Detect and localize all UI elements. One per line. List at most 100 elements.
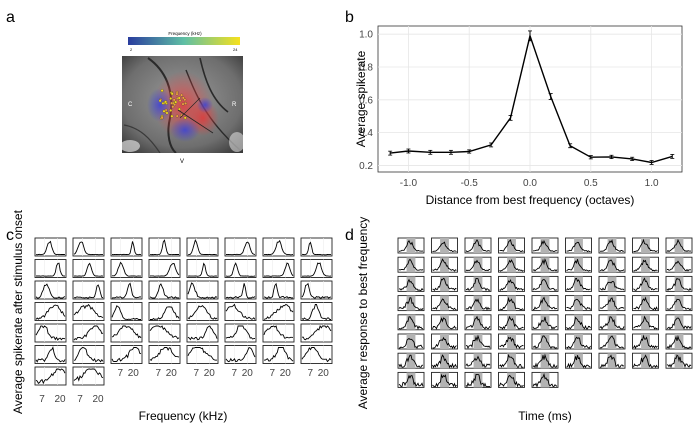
tuning-curve bbox=[187, 347, 218, 361]
response-panel bbox=[498, 275, 525, 292]
response-trace bbox=[465, 373, 490, 388]
stimulus-window bbox=[507, 257, 516, 273]
recording-site-dot bbox=[174, 100, 178, 104]
response-panel bbox=[464, 333, 492, 350]
stimulus-window bbox=[540, 257, 550, 273]
response-panel bbox=[531, 333, 559, 350]
tuning-curve-panel bbox=[300, 323, 333, 343]
response-trace bbox=[566, 259, 591, 272]
recording-site-dot bbox=[178, 99, 182, 103]
response-panel bbox=[464, 371, 492, 388]
stimulus-window bbox=[607, 238, 617, 253]
recording-site-dot bbox=[181, 96, 185, 100]
response-panel bbox=[531, 256, 559, 273]
c-tick-20: 20 bbox=[318, 368, 330, 379]
c-tick-7: 7 bbox=[156, 368, 162, 379]
y-tick-label: 0.6 bbox=[359, 95, 373, 106]
series-marks bbox=[388, 30, 675, 165]
response-trace bbox=[465, 315, 491, 330]
response-trace bbox=[499, 259, 524, 272]
response-panel bbox=[531, 275, 559, 292]
tuning-curve bbox=[187, 282, 218, 299]
tuning-curve bbox=[225, 346, 256, 363]
response-trace bbox=[432, 298, 457, 311]
response-trace bbox=[599, 280, 625, 291]
response-trace bbox=[398, 374, 424, 387]
response-panel bbox=[498, 295, 525, 312]
tuning-curve-panel bbox=[186, 237, 219, 257]
tuning-curve bbox=[35, 325, 66, 341]
tuning-curve-panel bbox=[262, 323, 295, 343]
response-trace bbox=[432, 241, 457, 253]
tuning-curve-panel bbox=[72, 323, 105, 343]
stimulus-window bbox=[674, 334, 684, 349]
tuning-curve bbox=[301, 346, 332, 363]
response-trace bbox=[432, 317, 457, 330]
response-trace bbox=[399, 337, 424, 349]
response-trace bbox=[633, 238, 658, 253]
response-panel bbox=[397, 275, 425, 292]
response-trace bbox=[532, 316, 558, 330]
c-tick-7: 7 bbox=[118, 368, 124, 379]
response-panel bbox=[464, 275, 492, 292]
colorbar-min-label: 2 bbox=[130, 47, 133, 52]
stimulus-window bbox=[540, 334, 550, 349]
response-trace bbox=[398, 316, 424, 330]
response-trace bbox=[633, 296, 658, 311]
tuning-curve-panel bbox=[224, 345, 257, 364]
tuning-curve-panel bbox=[148, 302, 181, 321]
stimulus-window bbox=[540, 353, 550, 369]
tuning-curve bbox=[263, 262, 294, 277]
tuning-curve bbox=[263, 325, 294, 339]
y-tick-label: 0.8 bbox=[359, 63, 373, 74]
response-trace bbox=[633, 315, 658, 330]
response-panel bbox=[498, 352, 525, 369]
response-panel bbox=[565, 295, 592, 312]
tuning-curve bbox=[225, 325, 256, 340]
tuning-curve-panel bbox=[110, 302, 143, 321]
response-panel bbox=[464, 237, 492, 254]
recording-site-dot bbox=[160, 116, 164, 120]
tuning-curve bbox=[111, 347, 142, 362]
response-panel bbox=[498, 237, 525, 254]
stimulus-window bbox=[574, 353, 583, 369]
tuning-curve bbox=[35, 240, 66, 256]
stimulus-window bbox=[473, 372, 483, 388]
response-panel bbox=[464, 352, 492, 369]
stimulus-window bbox=[507, 353, 516, 369]
response-panel bbox=[665, 256, 693, 273]
response-panel bbox=[632, 333, 659, 350]
response-trace bbox=[666, 238, 691, 253]
response-trace bbox=[465, 355, 491, 368]
recording-site-dot bbox=[172, 98, 176, 102]
response-panel bbox=[665, 295, 693, 312]
stimulus-window bbox=[674, 276, 684, 292]
stimulus-window bbox=[540, 314, 550, 330]
x-tick-label: -1.0 bbox=[400, 178, 418, 189]
panel-letter-a: a bbox=[6, 9, 15, 26]
y-tick-label: 0.2 bbox=[359, 161, 373, 172]
tuning-curve bbox=[264, 239, 294, 256]
tuning-curve bbox=[111, 325, 142, 339]
tuning-curve bbox=[35, 368, 66, 385]
response-trace bbox=[465, 277, 491, 292]
stimulus-window bbox=[440, 238, 449, 253]
stimulus-window bbox=[406, 238, 416, 253]
response-panel bbox=[531, 237, 559, 254]
panel-b-chart: -1.0 -0.5 0.0 0.5 1.0 0.2 0.4 0.6 0.8 1.0 Distanc… bbox=[354, 25, 683, 207]
tuning-curve bbox=[111, 282, 142, 299]
stimulus-window bbox=[473, 353, 483, 369]
tuning-curve-panel bbox=[72, 237, 105, 257]
tuning-curve bbox=[73, 303, 104, 319]
recording-site-dot bbox=[162, 109, 166, 113]
recording-site-dot bbox=[184, 101, 188, 105]
recording-site-dot bbox=[160, 89, 164, 93]
recording-site-dot bbox=[183, 116, 187, 120]
orientation-left: C bbox=[128, 102, 133, 108]
stimulus-window bbox=[641, 257, 650, 273]
tuning-curve-panel bbox=[262, 280, 295, 300]
recording-site-dot bbox=[177, 96, 181, 100]
response-panel bbox=[397, 237, 425, 254]
stimulus-window bbox=[473, 295, 483, 311]
tuning-curve bbox=[150, 306, 180, 321]
